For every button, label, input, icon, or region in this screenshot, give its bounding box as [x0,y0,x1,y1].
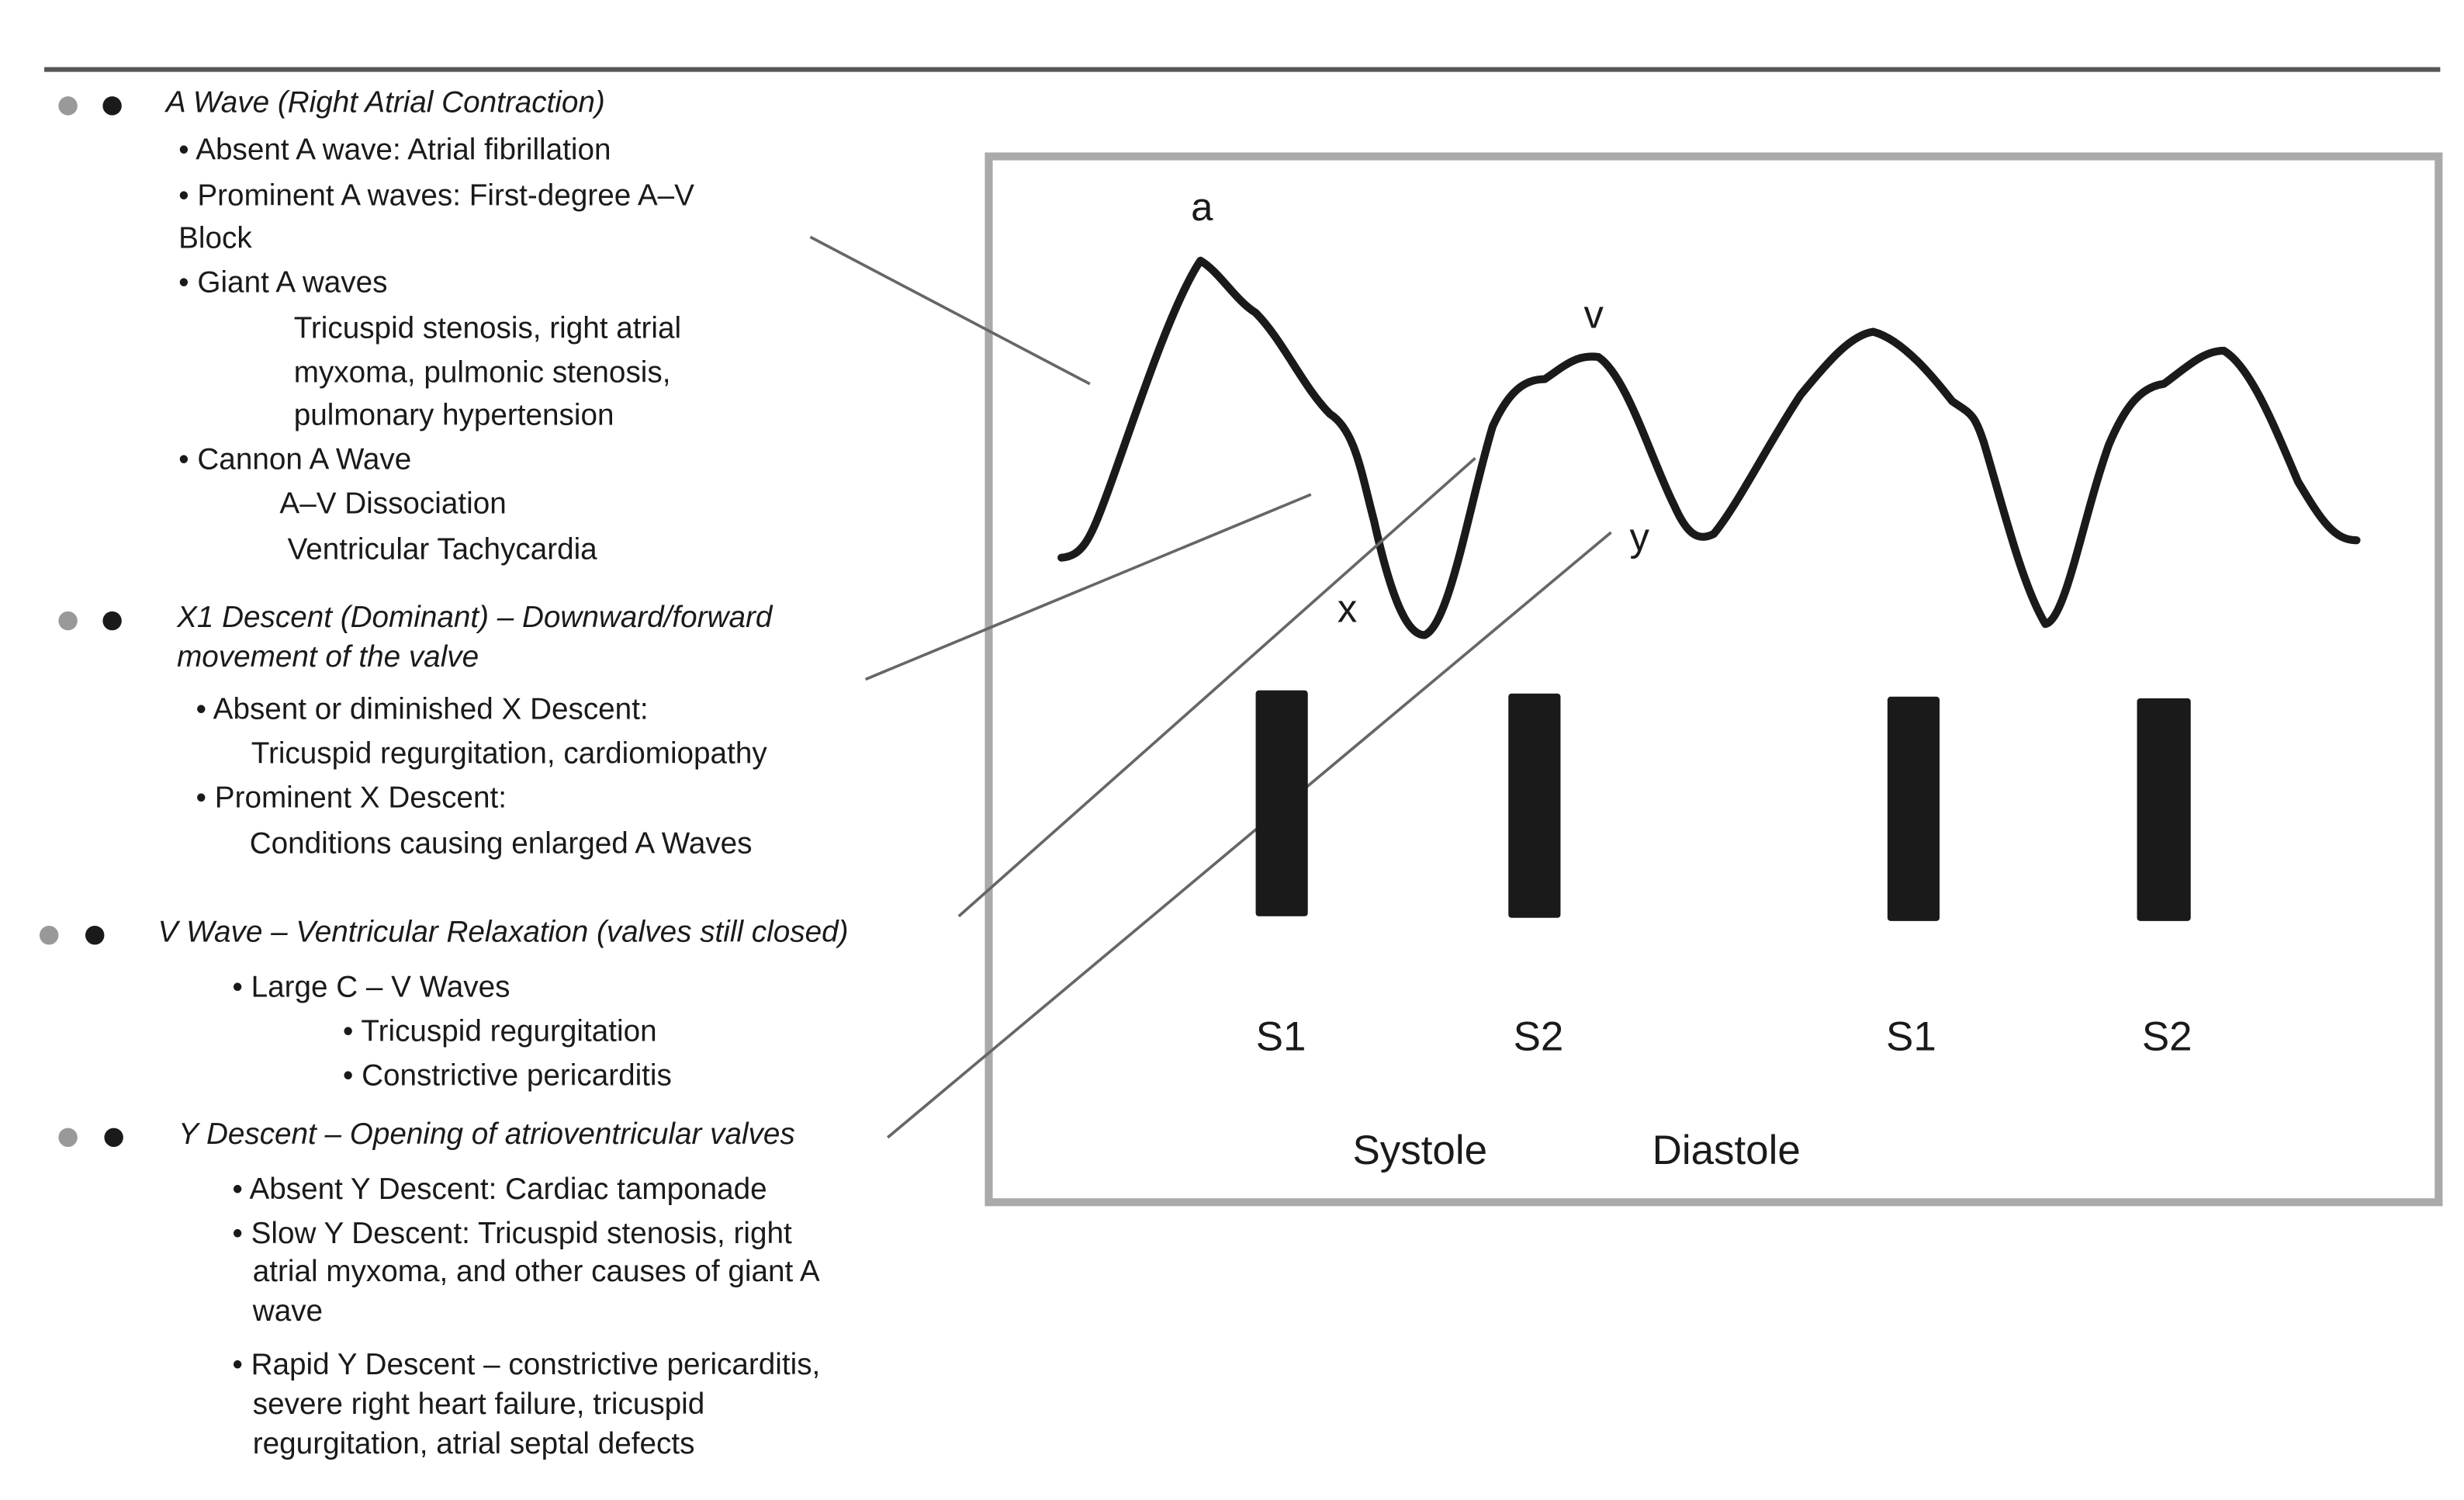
phase-label: Diastole [1652,1128,1801,1173]
item: • Giant A waves [178,266,387,300]
wave-label: x [1338,586,1357,630]
item: • Prominent X Descent: [196,781,507,814]
section-title: Y Descent – Opening of atrioventricular … [178,1117,795,1151]
diagram-frame [985,152,2443,1207]
item: • Absent A wave: Atrial fibrillation [178,133,611,167]
sound-label: S2 [2142,1014,2192,1060]
sound-label: S2 [1514,1014,1564,1060]
item: Tricuspid stenosis, right atrial [294,312,681,345]
phase-label: Systole [1352,1128,1487,1173]
bullet-dots [39,96,123,1147]
item: Tricuspid regurgitation, cardiomiopathy [251,736,768,770]
jvp-waveform [1057,256,2361,639]
leader-lines [809,235,1612,1139]
item: regurgitation, atrial septal defects [253,1427,695,1460]
item: • Tricuspid regurgitation [343,1015,657,1048]
section-title: X1 Descent (Dominant) – Downward/forward [176,601,773,634]
item: • Rapid Y Descent – constrictive pericar… [232,1348,820,1381]
item: • Absent or diminished X Descent: [196,692,649,726]
item: Ventricular Tachycardia [288,533,598,566]
item: Block [178,222,252,255]
section-title: movement of the valve [177,640,479,674]
wave-label: v [1583,293,1604,337]
item: Conditions causing enlarged A Waves [250,826,753,860]
wave-label: a [1191,185,1213,229]
item: myxoma, pulmonic stenosis, [294,356,671,390]
item: • Cannon A Wave [178,443,411,476]
sound-label: S1 [1256,1014,1306,1060]
section-title: A Wave (Right Atrial Contraction) [164,86,605,120]
item: • Slow Y Descent: Tricuspid stenosis, ri… [232,1217,792,1250]
item: atrial myxoma, and other causes of giant… [253,1255,820,1288]
item: • Large C – V Waves [232,971,510,1004]
item: A–V Dissociation [279,487,506,521]
item: • Constrictive pericarditis [343,1059,672,1093]
section-title: V Wave – Ventricular Relaxation (valves … [158,915,849,948]
item: • Absent Y Descent: Cardiac tamponade [232,1173,767,1206]
heart-sound-bars [1255,690,2191,921]
item: pulmonary hypertension [294,399,614,432]
item: wave [252,1294,323,1328]
wave-label: y [1630,515,1650,559]
item: severe right heart failure, tricuspid [253,1387,705,1421]
item: • Prominent A waves: First-degree A–V [178,179,694,213]
sound-label: S1 [1886,1014,1936,1060]
